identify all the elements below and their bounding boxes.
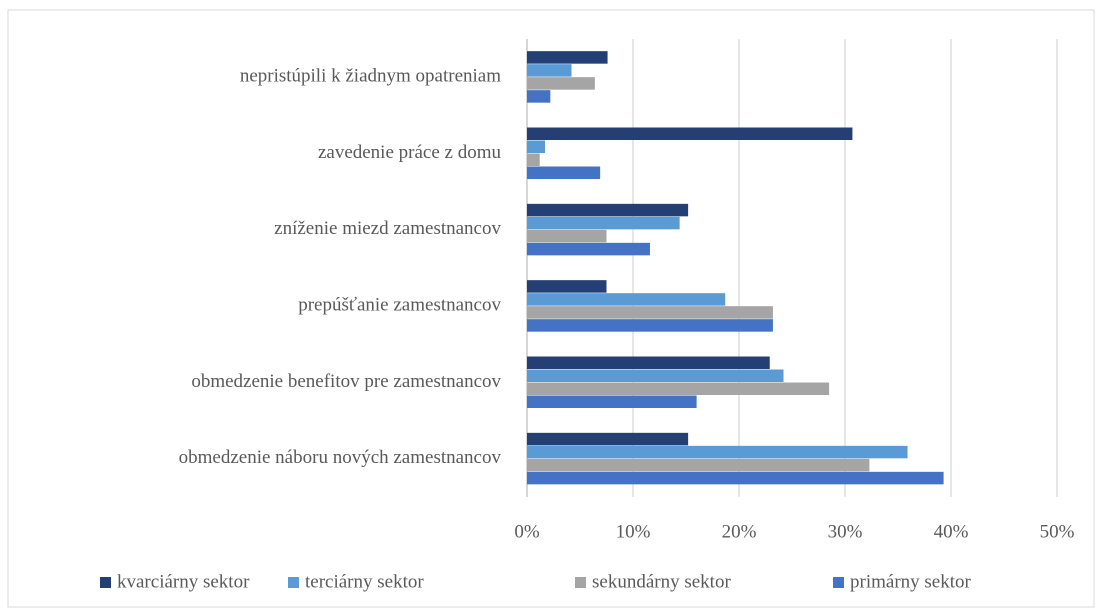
legend-label: primárny sektor [850,571,972,592]
bar [527,458,870,472]
legend-swatch [100,577,111,588]
x-tick-label: 20% [722,521,757,542]
x-tick-label: 10% [616,521,651,542]
bar [527,203,689,217]
x-tick-label: 30% [828,521,863,542]
bar [527,306,773,319]
bar [527,242,650,256]
bar [527,382,830,395]
legend-swatch [288,577,299,588]
bar [527,77,595,90]
y-tick-label: zníženie miezd zamestnancov [274,218,501,239]
bar [527,51,608,64]
bar [527,445,908,459]
bar [527,166,601,179]
x-tick-label: 0% [514,521,540,542]
bar [527,90,551,103]
bar [527,127,853,140]
y-tick-label: zavedenie práce z domu [318,142,502,163]
bar [527,293,726,306]
bar [527,153,540,166]
legend-label: terciárny sektor [305,571,424,592]
bar [527,471,944,485]
bar [527,140,546,153]
bar [527,319,773,332]
bar [527,229,607,243]
bar [527,369,784,382]
bar [527,356,770,369]
x-tick-label: 40% [934,521,969,542]
bar [527,216,680,230]
legend-label: kvarciárny sektor [117,571,250,592]
bar [527,395,697,408]
legend-swatch [575,577,586,588]
bar [527,64,572,77]
x-tick-label: 50% [1040,521,1075,542]
bar [527,432,689,446]
y-tick-label: prepúšťanie zamestnancov [298,295,501,316]
legend-swatch [833,577,844,588]
y-tick-label: obmedzenie náboru nových zamestnancov [179,447,502,468]
y-tick-label: nepristúpili k žiadnym opatreniam [240,66,501,87]
legend-label: sekundárny sektor [592,571,731,592]
y-tick-label: obmedzenie benefitov pre zamestnancov [191,371,501,392]
bar [527,280,607,293]
